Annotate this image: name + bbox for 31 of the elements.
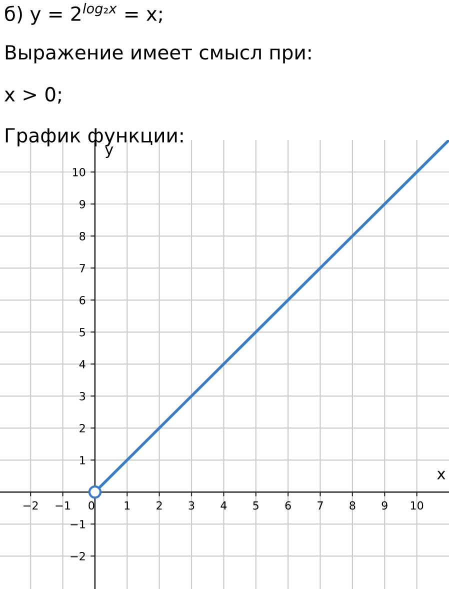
- chart-subtitle: Выражение имеет смысл при:: [6, 45, 311, 64]
- x-axis-title: x: [437, 470, 446, 480]
- y-tick-label: 7: [80, 264, 85, 272]
- y-tick-label: 10: [73, 168, 86, 176]
- x-tick-label: 1: [124, 501, 130, 510]
- y-tick-label: 8: [80, 232, 86, 240]
- x-tick-label: 2: [156, 501, 162, 510]
- x-tick-label: −1: [56, 501, 70, 510]
- text: x > 0;: [4, 86, 61, 104]
- x-tick-label: −2: [24, 501, 38, 510]
- y-tick-label: −2: [70, 552, 85, 560]
- y-tick-label: −1: [70, 520, 85, 528]
- annotation: График функции:: [6, 128, 183, 146]
- x-tick-label: 7: [318, 501, 323, 510]
- y-tick-label: 2: [80, 424, 85, 432]
- y-tick-label: 1: [80, 456, 85, 464]
- y-tick-label: 4: [79, 360, 86, 368]
- x-tick-label: 8: [350, 501, 356, 510]
- x-tick-label: 9: [382, 501, 388, 510]
- x-tick-label: 3: [188, 501, 194, 510]
- x-tick-label: 10: [410, 501, 424, 510]
- x-tick-label: 0: [88, 501, 94, 510]
- y-tick-label: 6: [80, 296, 86, 304]
- x-tick-label: 6: [285, 501, 291, 510]
- y-tick-label: 9: [80, 200, 86, 208]
- y-axis-title: y: [105, 146, 114, 158]
- chart-title: б) y = 2$^{log₂x}$ = x;: [5, 3, 162, 25]
- x-tick-label: 4: [220, 501, 227, 510]
- y-tick-label: 3: [80, 392, 86, 400]
- y-tick-label: 5: [80, 328, 85, 336]
- x-tick-label: 5: [253, 501, 258, 510]
